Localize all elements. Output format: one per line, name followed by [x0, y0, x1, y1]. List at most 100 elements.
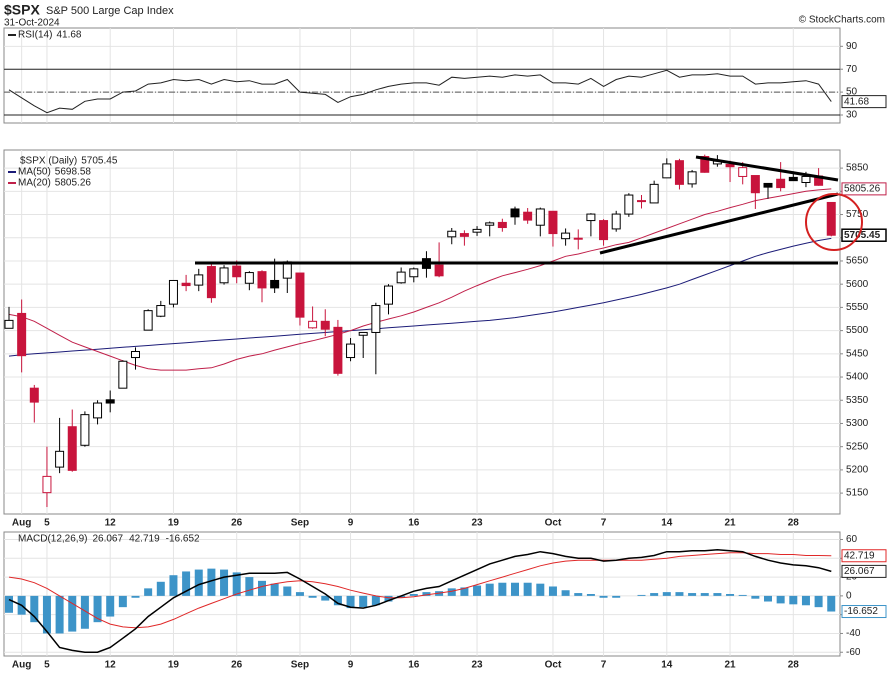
- candle-body: [67, 426, 77, 471]
- candle-body: [409, 268, 419, 278]
- x-tick-label: Oct: [545, 518, 562, 529]
- histogram-bar: [106, 595, 115, 617]
- candle-body: [131, 351, 140, 359]
- histogram-bar: [131, 595, 140, 598]
- x-tick-label: 7: [601, 518, 607, 529]
- candle-body: [55, 450, 65, 468]
- histogram-bar: [333, 595, 342, 606]
- histogram-bar: [80, 595, 89, 629]
- candle-body: [700, 156, 710, 173]
- candle-body: [219, 267, 229, 284]
- signal-line: [8, 552, 832, 629]
- candle-body: [244, 272, 254, 284]
- histogram-bar: [207, 568, 216, 596]
- legend-value: 5705.45: [81, 156, 118, 167]
- candle-body: [29, 387, 39, 403]
- y-tick-label: 5150: [846, 488, 869, 499]
- histogram-bar: [599, 595, 608, 598]
- candle-body: [194, 274, 204, 286]
- x-tick-label: 14: [661, 660, 673, 671]
- value-box: [841, 228, 887, 242]
- histogram-bar: [751, 595, 760, 599]
- candle-body: [320, 320, 330, 330]
- value-box: [841, 605, 887, 619]
- x-tick-label: Aug: [12, 660, 31, 671]
- x-tick-label: 9: [348, 660, 354, 671]
- legend-label: $SPX (Daily): [20, 156, 77, 167]
- x-tick-label: 21: [724, 518, 736, 529]
- candle-body: [371, 305, 381, 333]
- candle-body: [143, 310, 153, 331]
- histogram-bar: [68, 595, 77, 632]
- candle-body: [687, 171, 697, 185]
- y-tick-label: 5500: [846, 325, 869, 336]
- y-tick-label: 50: [846, 87, 858, 98]
- value-label: 5705.45: [844, 230, 881, 241]
- histogram-bar: [144, 588, 153, 596]
- y-tick-label: 5250: [846, 441, 869, 452]
- histogram-bar: [182, 571, 191, 596]
- histogram-bar: [726, 594, 735, 596]
- candle-body: [561, 232, 571, 240]
- histogram-bar: [485, 583, 494, 596]
- x-tick-label: 16: [408, 660, 420, 671]
- value-label: 26.067: [844, 566, 875, 577]
- y-tick-label: 90: [846, 41, 858, 52]
- x-tick-label: 9: [348, 518, 354, 529]
- histogram-bar: [169, 575, 178, 596]
- candle-body: [17, 312, 27, 357]
- histogram-bar: [384, 595, 393, 602]
- histogram-bar: [827, 595, 836, 612]
- histogram-bar: [688, 593, 697, 596]
- candle-body: [232, 265, 242, 278]
- x-tick-label: 26: [231, 518, 243, 529]
- x-tick-label: 5: [44, 660, 50, 671]
- x-tick-label: 12: [105, 518, 117, 529]
- candle-body: [674, 160, 684, 185]
- x-tick-label: 21: [724, 660, 736, 671]
- histogram-bar: [55, 595, 64, 634]
- histogram-bar: [232, 572, 241, 596]
- candle-body: [295, 272, 305, 318]
- x-tick-label: Sep: [291, 518, 309, 529]
- candle-body: [826, 201, 836, 236]
- y-tick-label: 30: [846, 110, 858, 121]
- histogram-bar: [789, 595, 798, 605]
- legend-value: 5698.58: [55, 167, 92, 178]
- candle-body: [333, 326, 343, 374]
- histogram-bar: [409, 594, 418, 596]
- candle-body: [523, 211, 533, 221]
- histogram-bar: [359, 595, 368, 608]
- candle-body: [485, 222, 495, 226]
- x-tick-label: 23: [471, 660, 483, 671]
- candle-body: [447, 230, 457, 238]
- x-tick-label: 19: [168, 660, 180, 671]
- annotation: [599, 192, 839, 255]
- source: © StockCharts.com: [799, 15, 885, 26]
- candle-body: [270, 279, 280, 289]
- candle-body: [118, 360, 128, 389]
- chart-date: 31-Oct-2024: [4, 18, 60, 29]
- y-tick-label: 5200: [846, 465, 869, 476]
- histogram-bar: [371, 595, 380, 606]
- y-tick-label: 5550: [846, 302, 869, 313]
- candle-body: [599, 220, 609, 241]
- candle-body: [156, 305, 166, 317]
- candle-body: [763, 182, 773, 188]
- legend-value: 26.067: [92, 534, 123, 545]
- y-tick-label: 60: [846, 534, 858, 545]
- histogram-bar: [650, 593, 659, 596]
- histogram-bar: [511, 582, 519, 596]
- x-tick-label: 16: [408, 518, 420, 529]
- candle-body: [459, 233, 469, 237]
- x-tick-label: 12: [105, 660, 117, 671]
- histogram-bar: [662, 592, 671, 596]
- candle-body: [308, 320, 318, 329]
- candle-body: [93, 402, 103, 419]
- legend-label: MACD(12,26,9): [18, 534, 87, 545]
- candle-body: [788, 176, 798, 182]
- histogram-bar: [156, 581, 165, 596]
- histogram-bar: [561, 590, 570, 596]
- candle-body: [4, 319, 14, 329]
